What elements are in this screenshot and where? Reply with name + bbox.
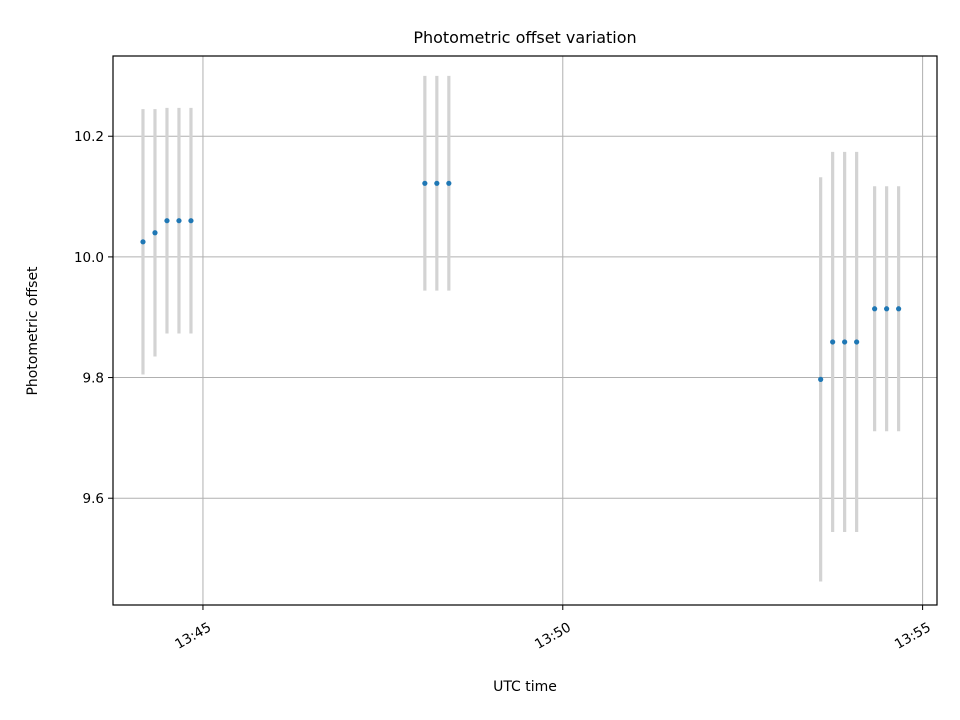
point-layer — [140, 180, 902, 382]
data-point — [896, 306, 902, 312]
plot-frame — [112, 55, 938, 606]
errorbar-layer — [141, 75, 901, 582]
data-point — [164, 218, 170, 224]
y-tick-label: 9.6 — [83, 491, 104, 507]
data-point — [872, 306, 878, 312]
data-point — [176, 218, 182, 224]
data-point — [188, 218, 194, 224]
data-point — [434, 180, 440, 186]
y-tick-label: 10.0 — [74, 250, 104, 266]
x-tick-label: 13:50 — [532, 619, 574, 652]
data-point — [818, 376, 824, 382]
data-point — [152, 230, 158, 236]
y-tick-label: 10.2 — [74, 129, 104, 145]
data-point — [830, 339, 836, 345]
data-point — [446, 180, 452, 186]
x-tick-label: 13:45 — [172, 619, 214, 652]
data-point — [842, 339, 848, 345]
x-tick-label: 13:55 — [892, 619, 934, 652]
x-axis-label: UTC time — [493, 679, 557, 695]
y-tick-label: 9.8 — [83, 371, 104, 387]
data-point — [884, 306, 890, 312]
data-point — [422, 180, 428, 186]
grid-layer — [113, 56, 937, 605]
data-point — [854, 339, 860, 345]
chart-title: Photometric offset variation — [413, 28, 636, 47]
data-point — [140, 239, 146, 245]
y-axis-label: Photometric offset — [25, 266, 41, 396]
